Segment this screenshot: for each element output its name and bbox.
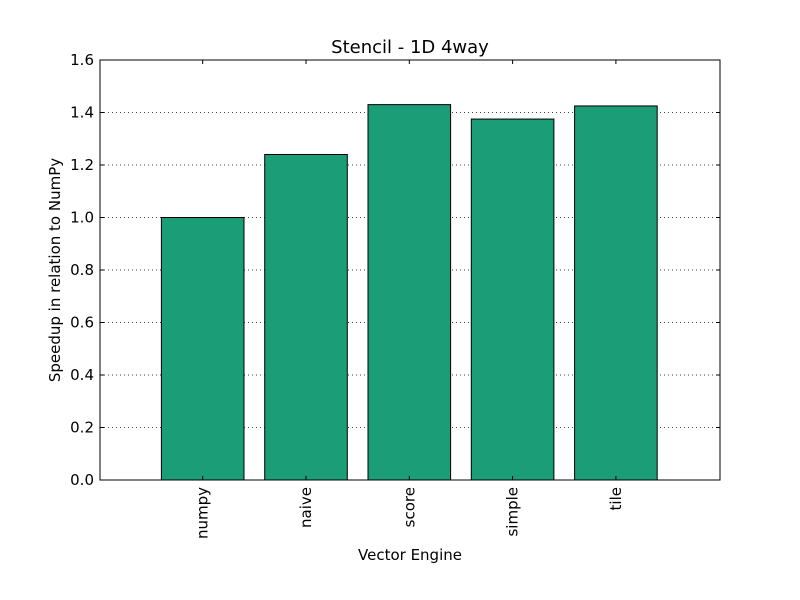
y-tick-label: 0.4 — [70, 366, 94, 384]
y-tick-label: 0.2 — [70, 419, 94, 437]
y-tick-label: 0.8 — [70, 261, 94, 279]
y-tick-label: 1.0 — [70, 209, 94, 227]
x-tick-label-naive: naive — [297, 487, 315, 528]
x-tick-label-tile: tile — [607, 487, 625, 510]
x-axis-label: Vector Engine — [358, 546, 462, 564]
bar-tile — [574, 105, 658, 481]
x-tick-label-score: score — [400, 487, 418, 527]
bar-numpy — [160, 217, 245, 481]
y-tick-label: 1.4 — [70, 104, 94, 122]
y-axis-ticks: 0.0 0.2 0.4 0.6 0.8 1.0 1.2 1.4 1.6 — [70, 51, 720, 489]
y-axis-label: Speedup in relation to NumPy — [46, 158, 64, 382]
bar-simple — [470, 118, 555, 481]
y-tick-label: 0.6 — [70, 314, 94, 332]
x-axis-ticks: numpy naive score simple tile — [194, 60, 625, 539]
y-tick-label: 1.2 — [70, 156, 94, 174]
x-tick-label-simple: simple — [504, 487, 522, 537]
bars — [160, 104, 658, 481]
x-tick-label-numpy: numpy — [194, 487, 212, 539]
bar-naive — [264, 154, 348, 481]
y-tick-label: 1.6 — [70, 51, 94, 69]
chart-title: Stencil - 1D 4way — [331, 37, 489, 58]
bar-score — [367, 104, 452, 481]
y-tick-label: 0.0 — [70, 471, 94, 489]
